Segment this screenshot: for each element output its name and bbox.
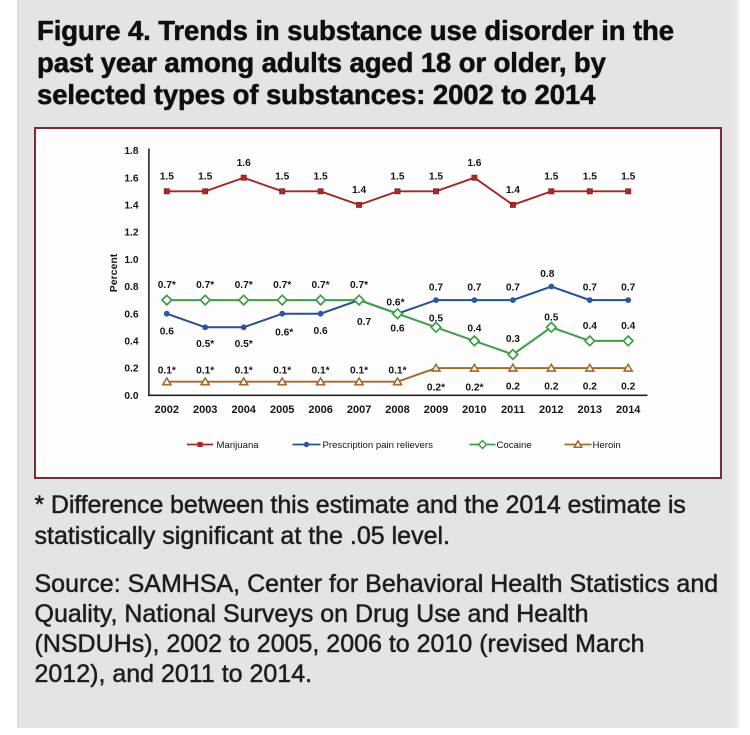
svg-text:1.4: 1.4 [124, 201, 138, 212]
svg-text:2009: 2009 [424, 404, 448, 416]
svg-text:0.4: 0.4 [467, 323, 481, 334]
svg-text:0.5*: 0.5* [196, 339, 214, 350]
svg-text:0.2*: 0.2* [465, 382, 483, 393]
svg-text:1.2: 1.2 [124, 228, 138, 239]
svg-text:0.5*: 0.5* [235, 339, 253, 350]
svg-text:1.4: 1.4 [506, 185, 520, 196]
svg-text:0.8: 0.8 [540, 269, 554, 280]
svg-text:0.6: 0.6 [390, 324, 404, 335]
svg-text:1.6: 1.6 [467, 158, 481, 169]
svg-text:1.5: 1.5 [621, 172, 635, 183]
svg-text:Cocaine: Cocaine [497, 440, 532, 451]
svg-text:0.7*: 0.7* [350, 280, 368, 291]
svg-text:Heroin: Heroin [593, 440, 621, 451]
svg-text:2006: 2006 [308, 404, 332, 416]
svg-text:2013: 2013 [578, 404, 602, 416]
svg-text:0.4: 0.4 [621, 321, 635, 332]
svg-text:0.6: 0.6 [160, 327, 174, 338]
svg-text:2011: 2011 [501, 404, 525, 416]
svg-text:0.4: 0.4 [124, 337, 138, 348]
svg-text:2007: 2007 [347, 404, 371, 416]
svg-text:1.5: 1.5 [544, 172, 558, 183]
svg-text:2003: 2003 [193, 404, 217, 416]
svg-text:1.5: 1.5 [160, 172, 174, 183]
svg-text:0.7: 0.7 [583, 283, 597, 294]
svg-text:0.1*: 0.1* [196, 365, 214, 376]
svg-text:1.5: 1.5 [429, 172, 443, 183]
svg-text:Percent: Percent [108, 253, 120, 292]
svg-text:0.1*: 0.1* [158, 365, 176, 376]
svg-text:0.4: 0.4 [583, 321, 597, 332]
svg-text:0.6*: 0.6* [386, 297, 404, 308]
svg-text:0.8: 0.8 [124, 282, 138, 293]
svg-text:0.7: 0.7 [621, 283, 635, 294]
svg-text:0.7: 0.7 [506, 283, 520, 294]
svg-text:0.1*: 0.1* [350, 365, 368, 376]
svg-text:0.5: 0.5 [544, 313, 558, 324]
svg-text:0.6: 0.6 [124, 309, 138, 320]
svg-text:0.6: 0.6 [314, 326, 328, 337]
svg-text:2002: 2002 [155, 404, 179, 416]
svg-text:2008: 2008 [385, 404, 409, 416]
svg-text:1.6: 1.6 [124, 173, 138, 184]
svg-text:0.6*: 0.6* [275, 327, 293, 338]
svg-text:2012: 2012 [539, 404, 563, 416]
svg-text:0.1*: 0.1* [312, 365, 330, 376]
svg-text:0.2: 0.2 [506, 382, 520, 393]
svg-text:0.1*: 0.1* [235, 365, 253, 376]
svg-text:1.5: 1.5 [314, 172, 328, 183]
svg-text:0.7: 0.7 [357, 317, 371, 328]
svg-text:0.2*: 0.2* [427, 382, 445, 393]
svg-text:1.5: 1.5 [583, 172, 597, 183]
svg-text:0.3: 0.3 [506, 334, 520, 345]
svg-text:Prescription pain relievers: Prescription pain relievers [323, 440, 434, 451]
svg-text:0.2: 0.2 [583, 382, 597, 393]
svg-text:2014: 2014 [616, 404, 641, 416]
svg-text:0.7*: 0.7* [235, 280, 253, 291]
svg-text:2010: 2010 [462, 404, 486, 416]
svg-text:0.7*: 0.7* [196, 280, 214, 291]
svg-text:1.6: 1.6 [237, 158, 251, 169]
svg-text:1.8: 1.8 [124, 146, 138, 157]
svg-text:0.7: 0.7 [467, 283, 481, 294]
svg-text:1.4: 1.4 [352, 185, 366, 196]
svg-text:0.0: 0.0 [124, 391, 138, 402]
svg-text:0.1*: 0.1* [388, 365, 406, 376]
svg-text:Marijuana: Marijuana [217, 440, 260, 451]
svg-text:1.5: 1.5 [390, 172, 404, 183]
svg-text:0.1*: 0.1* [273, 365, 291, 376]
svg-text:0.7*: 0.7* [312, 280, 330, 291]
svg-text:0.7: 0.7 [429, 283, 443, 294]
svg-text:1.5: 1.5 [198, 172, 212, 183]
svg-text:2004: 2004 [231, 404, 256, 416]
svg-text:0.7*: 0.7* [273, 280, 291, 291]
svg-text:0.7*: 0.7* [158, 280, 176, 291]
svg-text:1.5: 1.5 [275, 172, 289, 183]
svg-text:0.2: 0.2 [544, 382, 558, 393]
svg-text:0.5: 0.5 [429, 313, 443, 324]
svg-text:2005: 2005 [270, 404, 294, 416]
svg-text:0.2: 0.2 [124, 364, 138, 375]
svg-text:1.0: 1.0 [124, 255, 138, 266]
svg-text:0.2: 0.2 [621, 382, 635, 393]
